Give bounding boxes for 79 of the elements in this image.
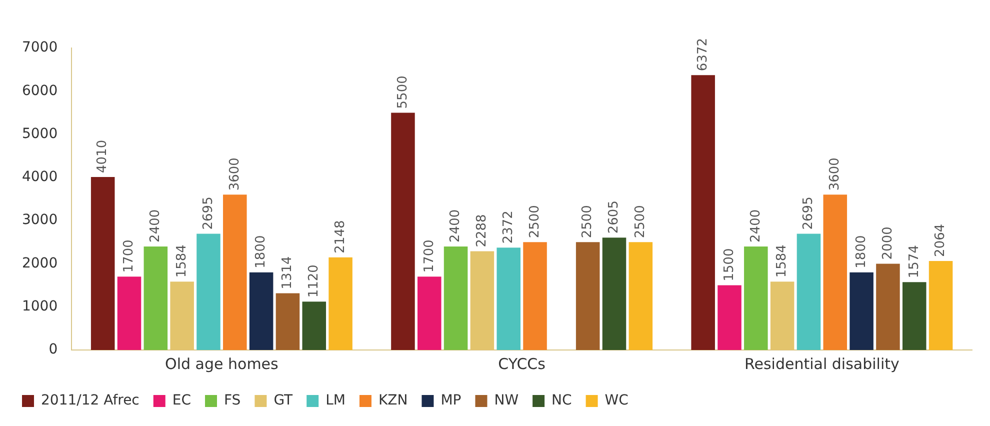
data-label: 1120 bbox=[306, 264, 322, 298]
legend-label: GT bbox=[274, 392, 294, 409]
bar bbox=[796, 234, 821, 350]
bar bbox=[496, 248, 520, 350]
y-tick-label: 0 bbox=[48, 342, 58, 358]
y-tick-label: 7000 bbox=[22, 40, 58, 56]
bar bbox=[902, 282, 926, 350]
data-label: 4010 bbox=[95, 140, 110, 173]
legend-label: NC bbox=[552, 392, 572, 409]
data-label: 2148 bbox=[332, 220, 348, 254]
bar bbox=[691, 75, 715, 350]
data-label: 1584 bbox=[174, 244, 190, 278]
bar bbox=[628, 242, 653, 350]
data-label: 1700 bbox=[122, 240, 137, 273]
bar bbox=[302, 302, 326, 350]
data-label: 2372 bbox=[500, 210, 516, 244]
data-label: 1800 bbox=[854, 235, 869, 268]
data-label: 2064 bbox=[933, 224, 948, 257]
data-label: 2000 bbox=[880, 226, 896, 260]
data-label: 2695 bbox=[801, 196, 816, 230]
data-label: 2500 bbox=[633, 205, 648, 238]
x-tick-label: Residential disability bbox=[744, 354, 900, 373]
legend-label: 2011/12 Afrec bbox=[41, 392, 140, 409]
y-tick-label: 5000 bbox=[22, 126, 58, 142]
data-label: 2400 bbox=[748, 209, 764, 242]
bar bbox=[417, 276, 442, 350]
bar bbox=[196, 234, 220, 350]
bar bbox=[444, 246, 468, 350]
bar bbox=[928, 260, 953, 350]
legend-label: FS bbox=[224, 392, 241, 409]
legend-label: KZN bbox=[378, 392, 408, 409]
bar bbox=[823, 194, 848, 350]
x-tick-label: Old age homes bbox=[165, 354, 279, 373]
data-label: 5500 bbox=[395, 76, 410, 109]
bar bbox=[170, 282, 194, 350]
bar bbox=[744, 246, 768, 350]
data-label: 2695 bbox=[200, 196, 216, 230]
x-tick-label: CYCCs bbox=[498, 354, 546, 373]
data-label: 2605 bbox=[606, 200, 622, 234]
bar bbox=[718, 285, 742, 350]
data-label: 1574 bbox=[906, 245, 922, 278]
bar bbox=[770, 282, 794, 350]
legend-label: NW bbox=[494, 392, 519, 409]
data-label: 1314 bbox=[280, 256, 296, 290]
legend-label: WC bbox=[604, 392, 629, 409]
data-label: 2400 bbox=[148, 209, 164, 242]
y-tick-label: 1000 bbox=[22, 298, 58, 314]
bar bbox=[90, 176, 115, 350]
data-label: 1584 bbox=[774, 244, 790, 278]
bar bbox=[117, 276, 142, 350]
bar bbox=[602, 238, 626, 350]
data-label: 2500 bbox=[580, 205, 596, 238]
y-tick-label: 6000 bbox=[22, 82, 58, 99]
data-label: 1800 bbox=[254, 235, 269, 268]
data-label: 2400 bbox=[448, 209, 464, 242]
data-label: 3600 bbox=[227, 158, 242, 191]
bar bbox=[276, 293, 300, 350]
bar bbox=[223, 194, 247, 350]
data-label: 1700 bbox=[422, 240, 437, 273]
y-tick-label: 2000 bbox=[22, 255, 58, 272]
legend-label: MP bbox=[440, 392, 462, 409]
data-label: 6372 bbox=[695, 38, 710, 72]
bar bbox=[144, 246, 168, 350]
bar bbox=[523, 242, 547, 350]
data-label: 1500 bbox=[722, 248, 737, 282]
legend-label: LM bbox=[326, 392, 346, 409]
data-label: 2288 bbox=[474, 214, 490, 248]
bar bbox=[249, 272, 274, 350]
y-tick-label: 4000 bbox=[22, 169, 58, 186]
y-tick-label: 3000 bbox=[22, 212, 58, 228]
data-label: 3600 bbox=[828, 158, 843, 191]
bar bbox=[328, 257, 352, 350]
bar bbox=[850, 272, 874, 350]
data-label: 2500 bbox=[527, 205, 542, 238]
legend-label: EC bbox=[172, 392, 192, 409]
bar bbox=[876, 264, 900, 350]
bar bbox=[391, 112, 415, 350]
bar bbox=[470, 251, 494, 350]
bar bbox=[576, 242, 600, 350]
